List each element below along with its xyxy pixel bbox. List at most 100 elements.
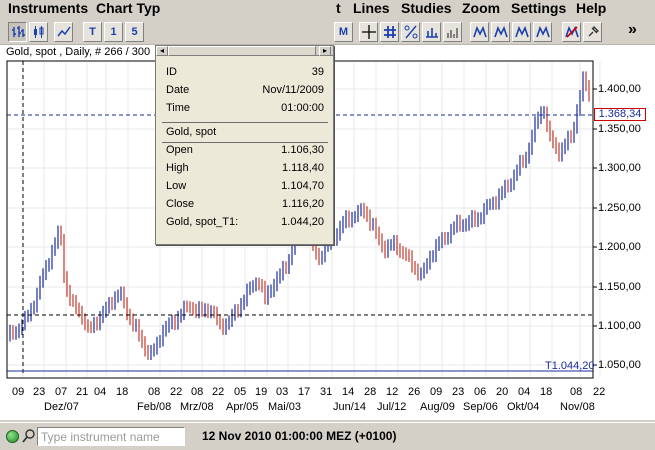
study-1-button[interactable] xyxy=(470,22,489,42)
menu-studies[interactable]: Studies xyxy=(401,0,452,16)
x-day-label: 18 xyxy=(116,386,129,398)
tooltip-key: Close xyxy=(166,198,195,210)
study-3-button[interactable] xyxy=(512,22,531,42)
price-label-1400: 1.400,00 xyxy=(598,83,641,95)
x-day-label: 31 xyxy=(320,386,333,398)
price-label-1300: 1.300,00 xyxy=(598,162,641,174)
toolbar-overflow-button[interactable]: » xyxy=(628,21,637,38)
menu-zoom[interactable]: Zoom xyxy=(462,0,501,16)
candlestick-icon xyxy=(33,26,43,38)
tooltip-row-low: Low 1.104,70 xyxy=(166,180,324,194)
tooltip-value: 1.116,20 xyxy=(281,198,324,210)
price-label-1100: 1.100,00 xyxy=(598,320,641,332)
tooltip-instrument: Gold, spot xyxy=(166,126,217,138)
x-day-label: 28 xyxy=(364,386,377,398)
tooltip-row-close: Close 1.116,20 xyxy=(166,198,324,212)
tooltip-key: ID xyxy=(166,66,177,78)
x-month-label: Feb/08 xyxy=(137,401,172,413)
interval-1-button[interactable]: 1 xyxy=(104,22,123,42)
monthly-interval-button[interactable]: M xyxy=(334,22,353,42)
tooltip-key: High xyxy=(166,162,189,174)
x-day-label: 22 xyxy=(593,386,606,398)
t1-value-label: T1.044,20 xyxy=(545,360,595,372)
line-chart-button[interactable] xyxy=(54,22,73,42)
x-month-label: Dez/07 xyxy=(44,401,79,413)
price-label-1250: 1.250,00 xyxy=(598,202,641,214)
grid-button[interactable] xyxy=(380,22,399,42)
tick-interval-button[interactable]: T xyxy=(83,22,102,42)
study-remove-button[interactable] xyxy=(562,22,581,42)
menu-help[interactable]: Help xyxy=(576,0,607,16)
data-window[interactable]: ◂ ▸ ID 39 Date Nov/11/2009 Time 01:00:00 Go… xyxy=(155,45,334,245)
x-day-label: 04 xyxy=(94,386,107,398)
status-datetime: 12 Nov 2010 01:00:00 MEZ (+0100) xyxy=(202,429,397,443)
tooltip-row-instrument: Gold, spot xyxy=(166,126,324,140)
tooltip-value: 39 xyxy=(311,66,324,78)
scale-button[interactable] xyxy=(422,22,441,42)
x-day-label: 08 xyxy=(148,386,161,398)
tooltip-value: 1.104,70 xyxy=(281,180,324,192)
tooltip-row-date: Date Nov/11/2009 xyxy=(166,84,324,98)
scroll-right-icon[interactable]: ▸ xyxy=(319,46,331,56)
x-month-label: Nov/08 xyxy=(560,401,595,413)
scroll-left-icon[interactable]: ◂ xyxy=(156,46,168,56)
interval-5-button[interactable]: 5 xyxy=(125,22,144,42)
ohlc-bars-icon xyxy=(11,26,25,37)
x-day-label: 03 xyxy=(276,386,289,398)
scroll-thumb[interactable] xyxy=(168,46,316,56)
study-wave-icon xyxy=(472,25,487,38)
tooltip-key: Gold, spot_T1: xyxy=(166,216,239,228)
tooltip-key: Time xyxy=(166,102,191,114)
study-wave-icon xyxy=(535,25,550,38)
x-month-label: Sep/06 xyxy=(463,401,498,413)
tooltip-value: 01:00:00 xyxy=(281,102,324,114)
tooltip-key: Low xyxy=(166,180,187,192)
data-window-scrollbar[interactable]: ◂ ▸ xyxy=(156,46,333,56)
menu-instruments[interactable]: Instruments xyxy=(8,0,89,16)
x-day-label: 04 xyxy=(518,386,531,398)
x-day-label: 21 xyxy=(76,386,89,398)
instrument-search-input[interactable] xyxy=(37,427,185,446)
menu-hidden-partial[interactable]: t xyxy=(336,0,341,16)
x-day-label: 12 xyxy=(386,386,399,398)
tooltip-value: 1.118,40 xyxy=(281,162,324,174)
chart-panel[interactable]: Gold, spot , Daily, # 266 / 300 1.400,00… xyxy=(0,45,655,420)
price-label-1050: 1.050,00 xyxy=(598,359,641,371)
volume-button[interactable] xyxy=(443,22,462,42)
candle-chart-button[interactable] xyxy=(29,22,48,42)
toolbar: T 1 5 M xyxy=(0,19,655,45)
tooltip-row-t1: Gold, spot_T1: 1.044,20 xyxy=(166,216,324,230)
x-day-label: 22 xyxy=(170,386,183,398)
pin-button[interactable] xyxy=(583,22,602,42)
bar-chart-button[interactable] xyxy=(8,22,27,42)
volume-bars-icon xyxy=(446,28,458,38)
crosshair-button[interactable] xyxy=(359,22,378,42)
x-day-label: 20 xyxy=(496,386,509,398)
x-month-label: Aug/09 xyxy=(420,401,455,413)
tooltip-key: Open xyxy=(166,144,193,156)
price-label-1350: 1.350,00 xyxy=(598,123,641,135)
x-month-label: Jul/12 xyxy=(377,401,407,413)
x-day-label: 14 xyxy=(342,386,355,398)
x-month-label: Jun/14 xyxy=(333,401,367,413)
study-2-button[interactable] xyxy=(491,22,510,42)
x-month-label: Mai/03 xyxy=(268,401,302,413)
search-icon[interactable] xyxy=(21,428,37,444)
tooltip-separator xyxy=(162,122,328,123)
menu-settings[interactable]: Settings xyxy=(511,0,567,16)
tooltip-key: Date xyxy=(166,84,190,96)
x-day-label: 07 xyxy=(55,386,68,398)
menu-lines[interactable]: Lines xyxy=(353,0,390,16)
percent-icon xyxy=(404,25,417,39)
x-day-label: 23 xyxy=(33,386,46,398)
study-4-button[interactable] xyxy=(533,22,552,42)
x-day-label: 23 xyxy=(452,386,465,398)
percent-button[interactable] xyxy=(401,22,420,42)
menu-chart-type[interactable]: Chart Typ xyxy=(96,0,161,16)
line-chart-icon xyxy=(56,26,71,37)
study-remove-icon xyxy=(564,25,579,38)
pin-icon xyxy=(588,25,599,37)
grid-hash-icon xyxy=(383,26,396,38)
price-label-1150: 1.150,00 xyxy=(598,281,641,293)
